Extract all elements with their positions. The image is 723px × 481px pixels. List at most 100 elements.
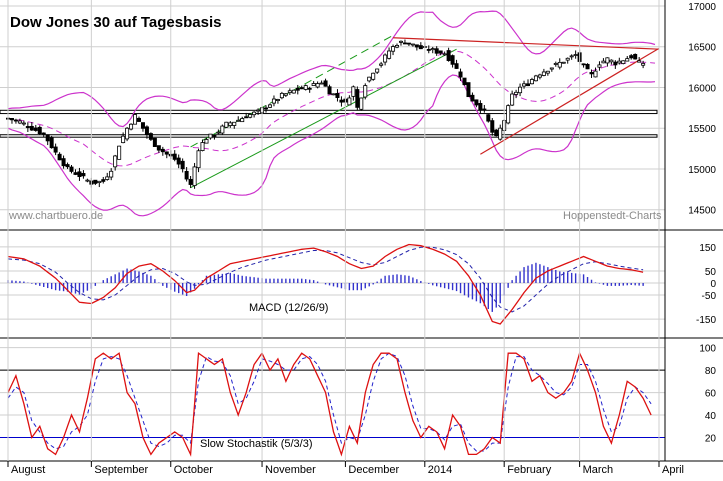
candle bbox=[454, 59, 459, 69]
candle-body bbox=[454, 63, 459, 69]
candle-body bbox=[597, 64, 602, 68]
candle-body bbox=[446, 50, 451, 61]
candle-body bbox=[593, 70, 598, 78]
candle bbox=[73, 169, 78, 176]
price-tick-label: 16000 bbox=[688, 83, 716, 94]
stoch-tick-label: 80 bbox=[705, 366, 717, 377]
stoch-tick-label: 40 bbox=[705, 411, 717, 422]
candle bbox=[144, 125, 149, 139]
candle-body bbox=[601, 60, 606, 64]
candle bbox=[522, 80, 527, 89]
candle bbox=[57, 152, 62, 161]
candle bbox=[311, 81, 316, 87]
price-tick-label: 16500 bbox=[688, 43, 716, 54]
candle bbox=[526, 79, 531, 87]
candle bbox=[236, 116, 241, 122]
stoch-tick-label: 100 bbox=[699, 344, 716, 355]
candle bbox=[283, 93, 288, 97]
candle bbox=[387, 47, 392, 60]
candle bbox=[351, 85, 356, 101]
candle bbox=[232, 121, 237, 129]
candle-body bbox=[295, 87, 300, 91]
x-tick-label: October bbox=[174, 464, 213, 476]
candle-body bbox=[73, 172, 78, 175]
candle-body bbox=[478, 103, 483, 111]
candle-body bbox=[21, 122, 26, 125]
candle-body bbox=[216, 131, 221, 134]
watermark-right: Hoppenstedt-Charts bbox=[563, 210, 662, 222]
channel-lower-line bbox=[190, 48, 457, 189]
candle-body bbox=[510, 93, 515, 106]
candle bbox=[434, 46, 439, 56]
candle-body bbox=[228, 122, 233, 126]
candle-body bbox=[335, 93, 340, 98]
candle bbox=[549, 67, 554, 72]
candle bbox=[426, 45, 431, 54]
candle bbox=[105, 172, 110, 181]
candle bbox=[33, 124, 38, 132]
candle-body bbox=[545, 70, 550, 74]
candle bbox=[597, 61, 602, 71]
candle-body bbox=[573, 54, 578, 56]
candle bbox=[363, 83, 368, 100]
candle-body bbox=[339, 99, 344, 103]
candle-body bbox=[331, 93, 336, 96]
candle-body bbox=[267, 104, 272, 108]
candle bbox=[25, 122, 30, 132]
candle bbox=[267, 103, 272, 109]
candle-body bbox=[458, 71, 463, 78]
candle bbox=[589, 69, 594, 78]
candle bbox=[93, 179, 98, 186]
candle bbox=[339, 96, 344, 107]
candle bbox=[65, 162, 70, 169]
candle bbox=[561, 61, 566, 64]
candle-body bbox=[45, 134, 50, 142]
candle-body bbox=[561, 61, 566, 64]
macd-tick-label: 50 bbox=[705, 267, 717, 278]
candle-body bbox=[641, 63, 646, 66]
candle bbox=[391, 44, 396, 56]
candle-body bbox=[240, 118, 245, 123]
candle bbox=[252, 111, 257, 118]
candle-body bbox=[248, 114, 253, 118]
candle-body bbox=[172, 153, 177, 160]
stoch-tick-label: 20 bbox=[705, 434, 717, 445]
macd-tick-label: -150 bbox=[696, 315, 716, 326]
candle bbox=[53, 143, 58, 156]
support-zone bbox=[0, 109, 658, 115]
candle-body bbox=[410, 43, 415, 46]
x-tick-label: December bbox=[348, 464, 399, 476]
candle bbox=[49, 135, 54, 149]
candle bbox=[395, 43, 400, 49]
candle bbox=[641, 60, 646, 69]
candle-body bbox=[117, 145, 122, 160]
candle bbox=[291, 89, 296, 94]
candle bbox=[398, 40, 403, 46]
candle-body bbox=[605, 57, 610, 64]
candle bbox=[125, 126, 130, 142]
candle bbox=[375, 68, 380, 75]
candle-body bbox=[101, 179, 106, 182]
candle-body bbox=[105, 176, 110, 180]
candle bbox=[208, 133, 213, 140]
candle-body bbox=[136, 117, 141, 122]
candle-body bbox=[236, 119, 241, 122]
candle bbox=[458, 68, 463, 81]
candle bbox=[637, 57, 642, 63]
candle bbox=[61, 155, 66, 169]
candle bbox=[633, 53, 638, 60]
candle-body bbox=[474, 99, 479, 106]
candle bbox=[510, 90, 515, 107]
candle-body bbox=[541, 71, 546, 76]
candle bbox=[383, 53, 388, 66]
candle-body bbox=[379, 63, 384, 66]
candle bbox=[13, 118, 18, 124]
candle bbox=[192, 162, 197, 189]
candle bbox=[37, 125, 42, 135]
candle bbox=[621, 60, 626, 65]
candle bbox=[287, 88, 292, 95]
candle bbox=[446, 47, 451, 62]
candle-body bbox=[398, 40, 403, 43]
candle-body bbox=[351, 86, 356, 97]
